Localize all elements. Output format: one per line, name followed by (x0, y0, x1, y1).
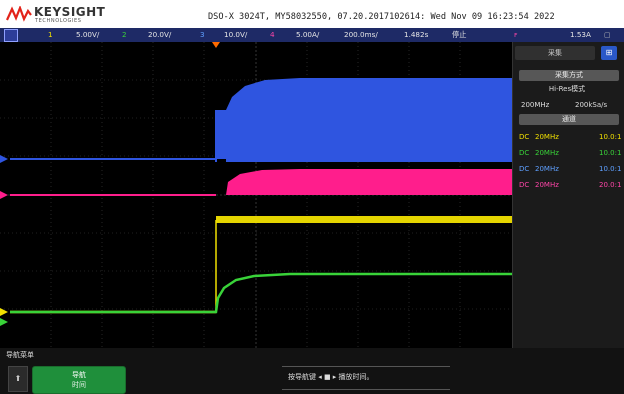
softkey-bar: 导航菜单 ⬆ 导航 时间 按导航键 ◂ ■ ▸ 播放时间。 (0, 348, 624, 394)
brand-name: KEYSIGHT (34, 5, 106, 19)
acq-mode-button[interactable]: 采集方式 (519, 70, 619, 81)
ch2-scale[interactable]: 20.0V/ (148, 30, 172, 39)
nav-hint: 按导航键 ◂ ■ ▸ 播放时间。 (288, 373, 374, 381)
window-icon[interactable]: ▢ (604, 30, 611, 39)
waveform-display[interactable] (0, 42, 512, 348)
keysight-logo: KEYSIGHT TECHNOLOGIES (6, 4, 116, 26)
ch3-ground-marker-icon[interactable] (0, 155, 8, 163)
ch2-ground-marker-icon[interactable] (0, 318, 8, 326)
panel-toggle-icon[interactable]: ⊞ (601, 46, 617, 60)
ch1-ground-marker-icon[interactable] (0, 308, 8, 316)
trigger-level[interactable]: 1.53A (570, 30, 591, 39)
nav-time-button[interactable]: 导航 时间 (32, 366, 126, 394)
ch1-waveform (10, 216, 512, 314)
ch4-settings-row[interactable]: DC 20MHz 20.0:1 (519, 181, 622, 189)
acquisition-side-panel: 采集 ⊞ 采集方式 Hi-Res模式 200MHz 200kSa/s 通道 DC… (512, 42, 624, 348)
bandwidth-samplerate: 200MHz 200kSa/s (517, 100, 621, 110)
channel-status-bar: 1 5.00V/ 2 20.0V/ 3 10.0V/ 4 5.00A/ 200.… (0, 28, 624, 42)
hint-box (282, 366, 450, 390)
ch4-ground-marker-icon[interactable] (0, 191, 8, 199)
channels-button[interactable]: 通道 (519, 114, 619, 125)
header: KEYSIGHT TECHNOLOGIES DSO-X 3024T, MY580… (0, 0, 624, 28)
ch2-waveform (10, 272, 512, 314)
ch1-scale[interactable]: 5.00V/ (76, 30, 100, 39)
ch1-number[interactable]: 1 (48, 30, 53, 39)
ch4-scale[interactable]: 5.00A/ (296, 30, 320, 39)
trigger-position-icon[interactable] (212, 42, 220, 48)
nav-button-label: 导航 (72, 371, 86, 379)
nav-button-sublabel: 时间 (72, 381, 86, 389)
trigger-marker-icon: ꜰ (514, 30, 518, 39)
device-info: DSO-X 3024T, MY58032550, 07.20.201710261… (208, 12, 555, 22)
ch3-settings-row[interactable]: DC 20MHz 10.0:1 (519, 165, 622, 173)
keysight-wave-icon (6, 6, 32, 22)
back-arrow-icon[interactable]: ⬆ (8, 366, 28, 392)
ch3-waveform (10, 78, 512, 162)
timebase[interactable]: 200.0ms/ (344, 30, 378, 39)
ch3-scale[interactable]: 10.0V/ (224, 30, 248, 39)
brand-sub: TECHNOLOGIES (35, 18, 82, 24)
ch3-number[interactable]: 3 (200, 30, 205, 39)
bandwidth-value: 200MHz (521, 101, 550, 109)
run-state[interactable]: 停止 (452, 30, 467, 39)
ch4-waveform (10, 169, 512, 196)
acq-mode-value: Hi-Res模式 (548, 85, 586, 93)
sample-rate-value: 200kSa/s (575, 101, 608, 109)
ch2-settings-row[interactable]: DC 20MHz 10.0:1 (519, 149, 622, 157)
menu-icon[interactable] (4, 29, 18, 42)
ch2-number[interactable]: 2 (122, 30, 127, 39)
softkey-menu-title: 导航菜单 (6, 351, 34, 359)
delay[interactable]: 1.482s (404, 30, 429, 39)
ch4-number[interactable]: 4 (270, 30, 275, 39)
waveform-canvas (0, 42, 512, 348)
tab-acquire[interactable]: 采集 (515, 46, 595, 60)
ch1-settings-row[interactable]: DC 20MHz 10.0:1 (519, 133, 622, 141)
